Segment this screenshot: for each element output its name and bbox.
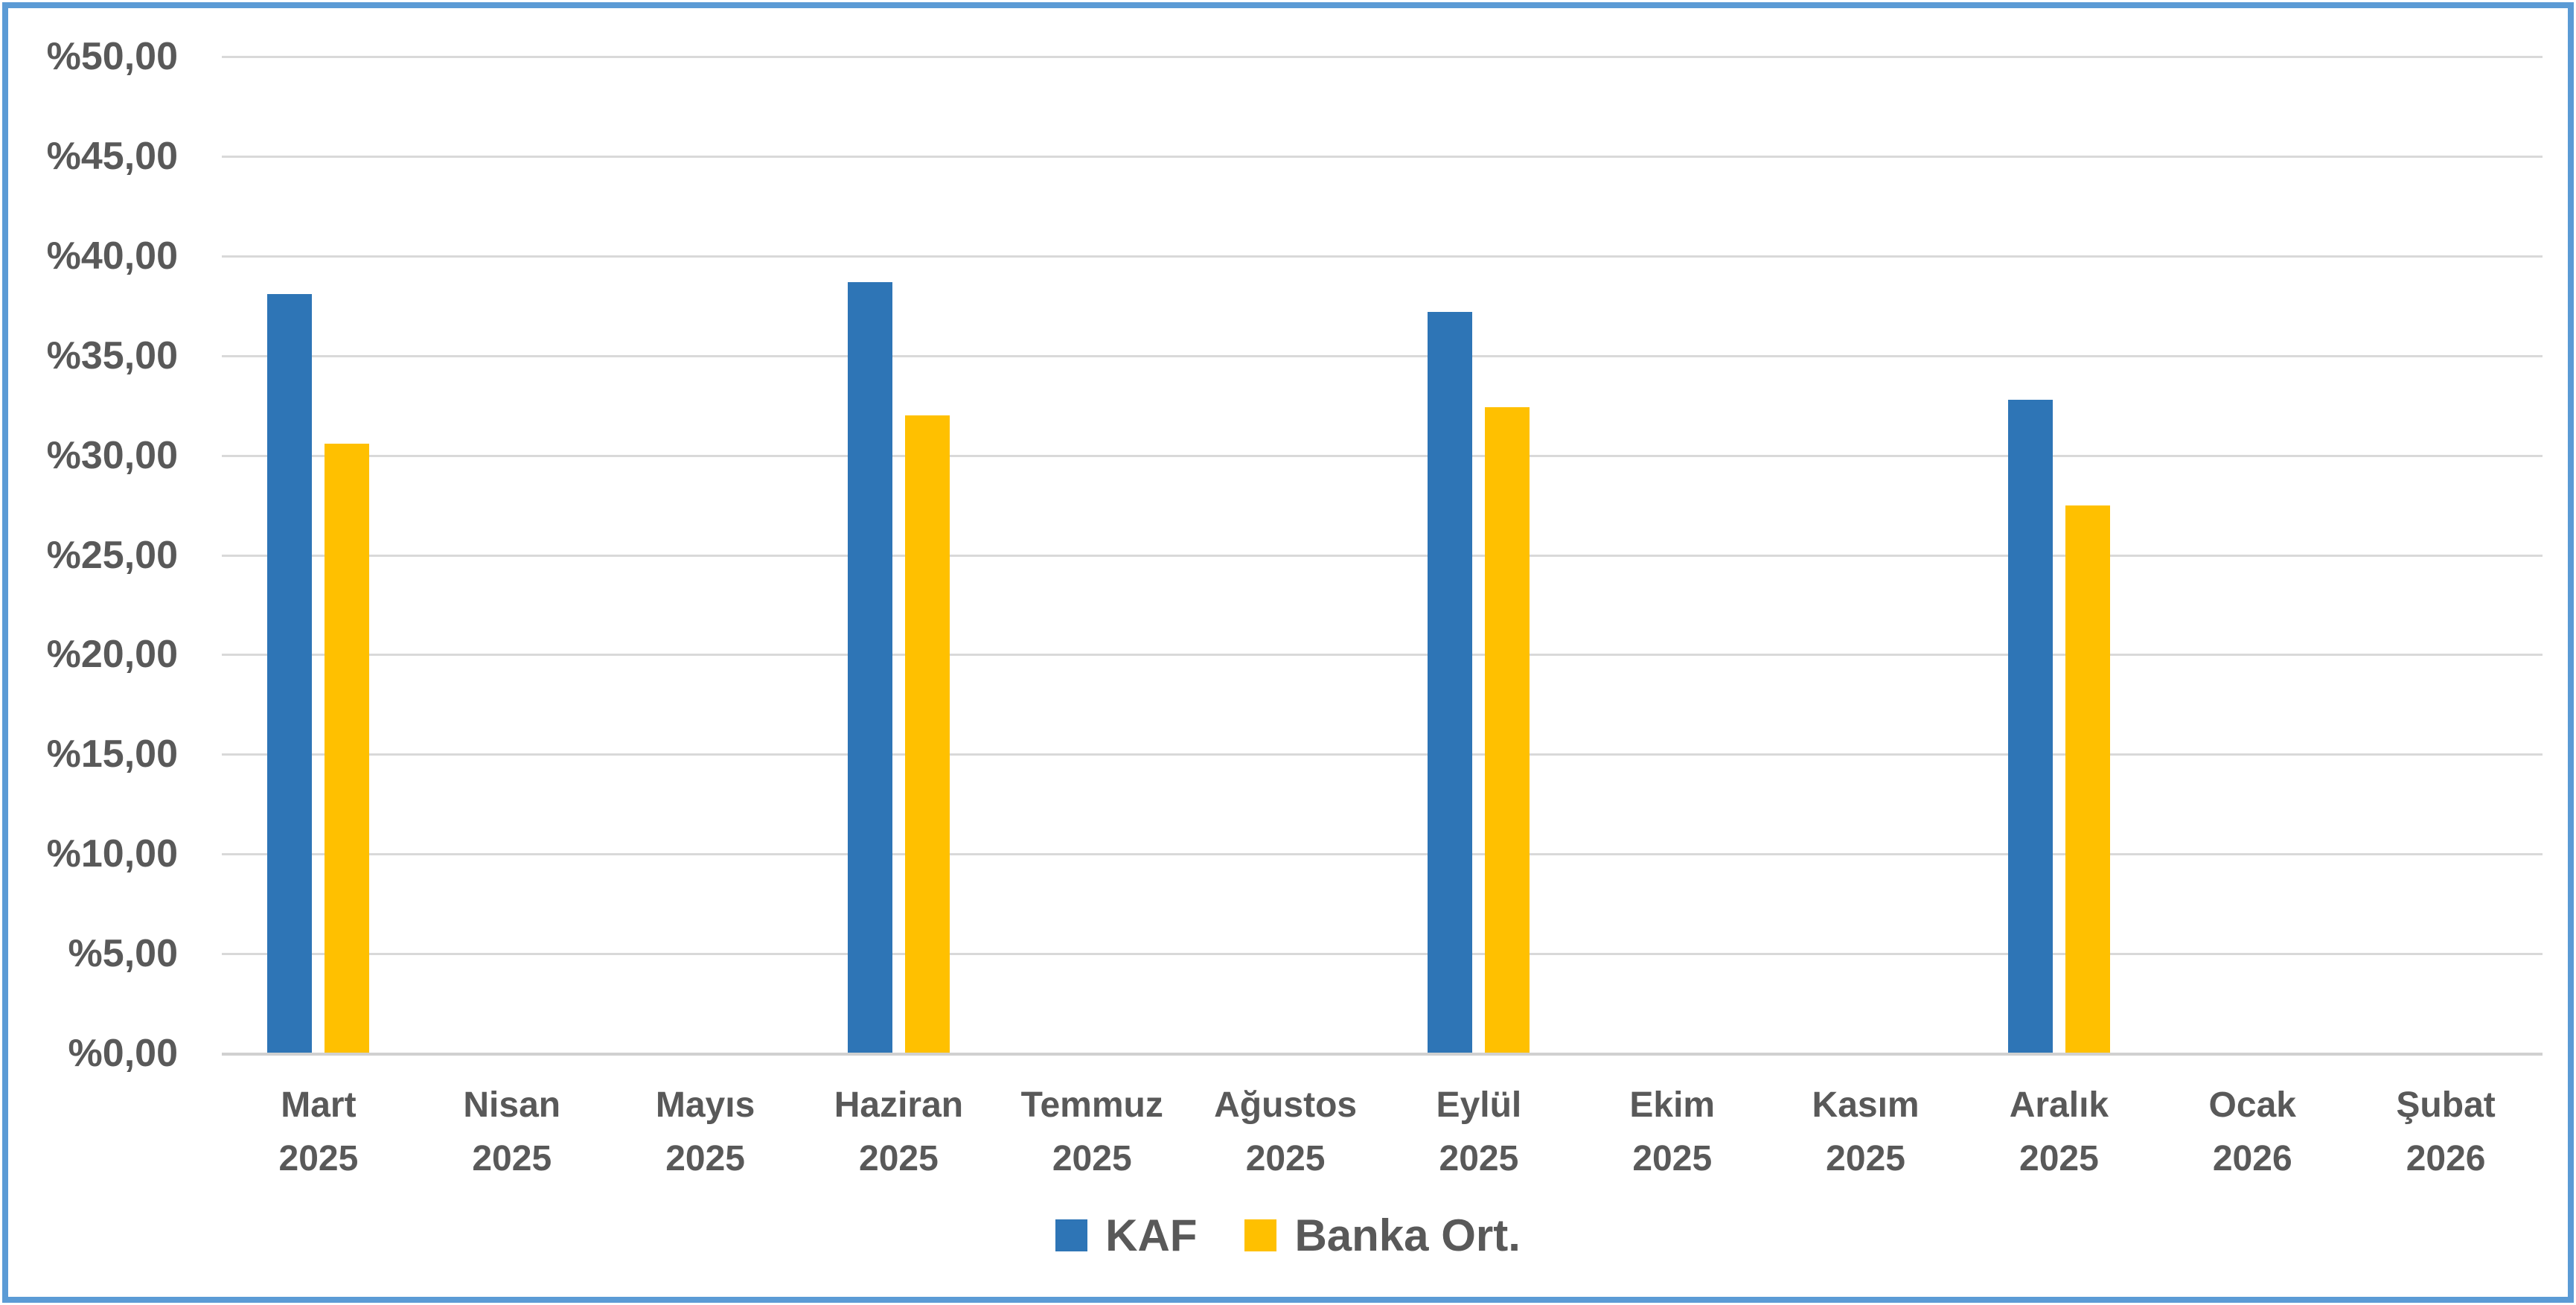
bar-kaf-aral-k-2025 [2007, 399, 2053, 1053]
y-axis-tick-label: %45,00 [46, 134, 178, 178]
x-axis-label-month: Mart [281, 1085, 357, 1125]
gridline [222, 255, 2543, 258]
x-axis-label-month: Eylül [1436, 1085, 1522, 1125]
x-axis-label-month: Haziran [834, 1085, 964, 1125]
y-axis-tick-label: %20,00 [46, 633, 178, 677]
legend: KAF Banka Ort. [8, 1210, 2568, 1261]
gridline [222, 654, 2543, 657]
x-axis-baseline [222, 1053, 2543, 1056]
x-axis-label-year: 2026 [2406, 1139, 2486, 1178]
y-axis-tick-label: %35,00 [46, 334, 178, 377]
gridline [222, 354, 2543, 357]
y-axis-tick-label: %0,00 [68, 1032, 178, 1075]
x-axis-label-month: Temmuz [1020, 1085, 1163, 1125]
y-axis-tick-label: %10,00 [46, 832, 178, 876]
legend-label: KAF [1105, 1210, 1198, 1260]
x-axis-label-month: Kasım [1812, 1085, 1920, 1125]
x-axis-label: Aralık 2025 [2010, 1079, 2109, 1186]
x-axis-label-year: 2025 [859, 1139, 939, 1178]
y-axis-tick-label: %5,00 [68, 932, 178, 976]
gridline [222, 454, 2543, 457]
bar-banka-ort-aral-k-2025 [2065, 505, 2110, 1053]
x-axis-label: Kasım 2025 [1812, 1079, 1920, 1186]
x-axis-label: Temmuz 2025 [1021, 1079, 1163, 1186]
plot-area [222, 56, 2543, 1056]
x-axis-label-year: 2025 [472, 1139, 552, 1178]
x-axis-label-year: 2025 [1826, 1139, 1905, 1178]
x-axis-label-year: 2025 [1439, 1139, 1519, 1178]
y-axis-tick-label: %40,00 [46, 234, 178, 278]
gridline [222, 753, 2543, 756]
x-axis-label: Mart 2025 [279, 1079, 359, 1186]
x-axis-label-month: Ocak [2208, 1085, 2296, 1125]
x-axis-label-year: 2026 [2212, 1139, 2292, 1178]
x-axis-label: Şubat 2026 [2396, 1079, 2495, 1186]
x-axis-label-month: Ekim [1629, 1085, 1716, 1125]
legend-marker-banka-ort [1244, 1219, 1277, 1251]
x-axis-label-year: 2025 [278, 1139, 359, 1178]
y-axis-tick-label: %50,00 [46, 35, 178, 78]
y-axis: %0,00 %5,00 %10,00 %15,00 %20,00 %25,00 %30,00… [8, 35, 178, 1075]
x-axis-label: Ocak 2026 [2209, 1079, 2296, 1186]
x-axis-label: Ekim 2025 [1629, 1079, 1715, 1186]
legend-marker-kaf [1055, 1219, 1088, 1251]
y-axis-tick-label: %30,00 [46, 433, 178, 477]
bar-kaf-haziran-2025 [847, 281, 892, 1053]
gridline [222, 953, 2543, 956]
bar-banka-ort-mart-2025 [325, 443, 370, 1053]
x-axis-label-year: 2025 [665, 1139, 745, 1178]
x-axis-label: Nisan 2025 [463, 1079, 560, 1186]
x-axis-label-year: 2025 [1052, 1139, 1132, 1178]
gridline [222, 56, 2543, 58]
x-axis-label-month: Mayıs [655, 1085, 755, 1125]
x-axis-label-year: 2025 [1632, 1139, 1713, 1178]
y-axis-tick-label: %25,00 [46, 533, 178, 577]
bar-banka-ort-eyl-l-2025 [1485, 407, 1530, 1053]
x-axis-label-month: Aralık [2009, 1085, 2109, 1125]
x-axis-label: Ağustos 2025 [1214, 1079, 1357, 1186]
x-axis-label-month: Ağustos [1214, 1085, 1358, 1125]
gridline [222, 155, 2543, 158]
y-axis-tick-label: %15,00 [46, 733, 178, 776]
legend-label: Banka Ort. [1294, 1210, 1521, 1260]
bar-kaf-eyl-l-2025 [1428, 311, 1473, 1053]
x-axis-label: Haziran 2025 [834, 1079, 963, 1186]
x-axis-label-month: Şubat [2396, 1085, 2496, 1125]
x-axis-label: Mayıs 2025 [656, 1079, 755, 1186]
legend-item-kaf: KAF [1055, 1210, 1197, 1261]
bar-banka-ort-haziran-2025 [904, 415, 950, 1053]
legend-item-banka-ort: Banka Ort. [1244, 1210, 1521, 1261]
x-axis-label-year: 2025 [1245, 1139, 1326, 1178]
x-axis-label-year: 2025 [2019, 1139, 2099, 1178]
x-axis-label-month: Nisan [463, 1085, 561, 1125]
x-axis-label: Eylül 2025 [1436, 1079, 1522, 1186]
gridline [222, 554, 2543, 557]
x-axis: Mart 2025 Nisan 2025 Mayıs 2025 Haziran 2025 Tem… [222, 1079, 2543, 1198]
gridline [222, 853, 2543, 856]
bar-kaf-mart-2025 [267, 293, 313, 1053]
